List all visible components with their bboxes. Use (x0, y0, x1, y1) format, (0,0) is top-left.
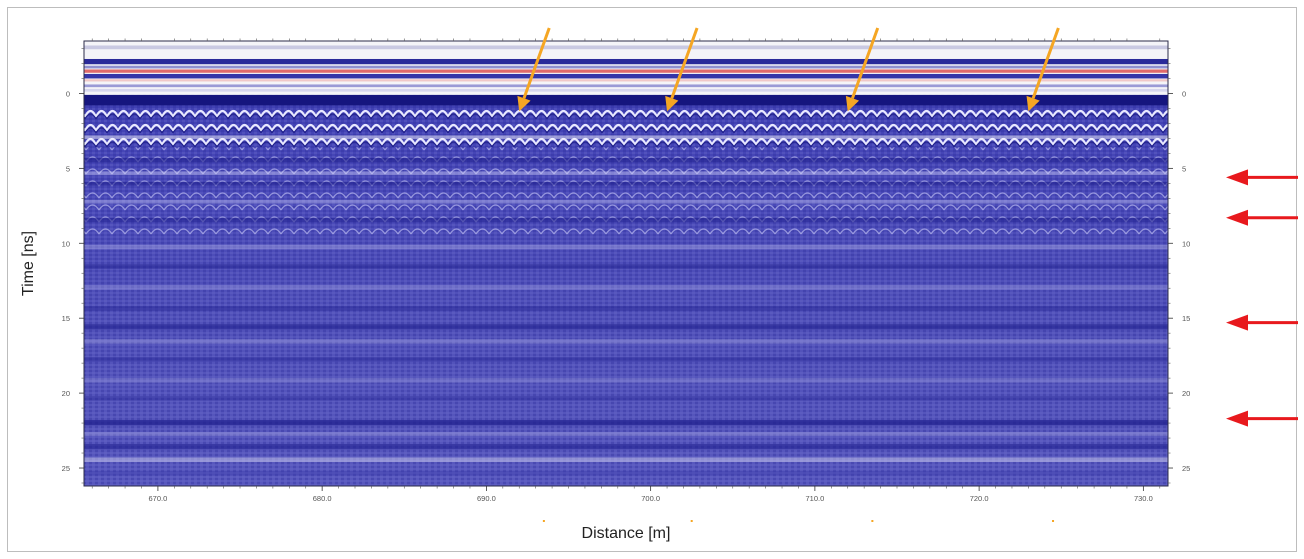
y-axis-title: Time [ns] (20, 231, 37, 296)
y-tick-label-left: 25 (62, 464, 70, 473)
y-tick-label-right: 10 (1182, 239, 1190, 248)
orange-dot-marker (871, 520, 873, 522)
layer-reflection (84, 471, 1168, 475)
layer-reflection (84, 420, 1168, 425)
layer-reflection (84, 444, 1168, 449)
x-axis-title: Distance [m] (582, 525, 671, 542)
layer-reflection (84, 245, 1168, 249)
red-arrow (1226, 210, 1298, 226)
layer-reflection (84, 158, 1168, 162)
orange-dot-marker (1052, 520, 1054, 522)
figure-frame: 670.0 680.0 690.0 700.0 710.0 720.0 730.0 0 0 5 5 1… (7, 7, 1297, 552)
air-band (84, 89, 1168, 92)
y-tick-label-right: 20 (1182, 389, 1190, 398)
layer-reflection (84, 432, 1168, 436)
gpr-radargram-chart: 670.0 680.0 690.0 700.0 710.0 720.0 730.0 0 0 5 5 1… (8, 8, 1298, 553)
red-arrow (1226, 315, 1298, 331)
layer-reflection (84, 285, 1168, 289)
x-tick-label: 670.0 (149, 494, 168, 503)
air-band (84, 45, 1168, 49)
layer-reflection (84, 264, 1168, 268)
red-arrow (1226, 411, 1298, 427)
orange-dot-marker (691, 520, 693, 522)
y-tick-label-right: 15 (1182, 314, 1190, 323)
layer-reflection (84, 171, 1168, 175)
y-tick-label-left: 15 (62, 314, 70, 323)
surface-reflection (84, 95, 1168, 105)
layer-reflection (84, 200, 1168, 204)
red-arrow-head (1226, 315, 1248, 331)
y-tick-label-left: 20 (62, 389, 70, 398)
x-tick-label: 690.0 (477, 494, 496, 503)
y-tick-label-right: 25 (1182, 464, 1190, 473)
x-tick-label: 700.0 (641, 494, 660, 503)
air-band (84, 66, 1168, 69)
air-band (84, 79, 1168, 81)
air-band (84, 84, 1168, 87)
y-tick-label-left: 10 (62, 239, 70, 248)
layer-reflection (84, 324, 1168, 329)
layer-reflection (84, 182, 1168, 186)
y-tick-label-right: 5 (1182, 164, 1186, 173)
y-tick-label-left: 5 (66, 164, 70, 173)
x-tick-label: 730.0 (1134, 494, 1153, 503)
layer-reflection (84, 458, 1168, 462)
red-arrow-head (1226, 210, 1248, 226)
layer-reflection (84, 396, 1168, 400)
hyperbola-zone (84, 105, 1168, 147)
red-arrow-head (1226, 411, 1248, 427)
red-arrow (1226, 169, 1298, 185)
orange-dot-marker (543, 520, 545, 522)
air-band (84, 59, 1168, 64)
layer-reflection (84, 357, 1168, 361)
layer-reflection (84, 378, 1168, 382)
layer-reflection (84, 218, 1168, 222)
x-tick-label: 720.0 (970, 494, 989, 503)
air-band (84, 74, 1168, 78)
x-tick-label: 680.0 (313, 494, 332, 503)
layer-reflection (84, 339, 1168, 343)
x-tick-label: 710.0 (805, 494, 824, 503)
layer-reflection (84, 306, 1168, 310)
air-band (84, 69, 1168, 72)
y-tick-label-left: 0 (66, 89, 70, 98)
red-arrow-head (1226, 169, 1248, 185)
y-tick-label-right: 0 (1182, 89, 1186, 98)
layer-reflection (84, 135, 1168, 139)
